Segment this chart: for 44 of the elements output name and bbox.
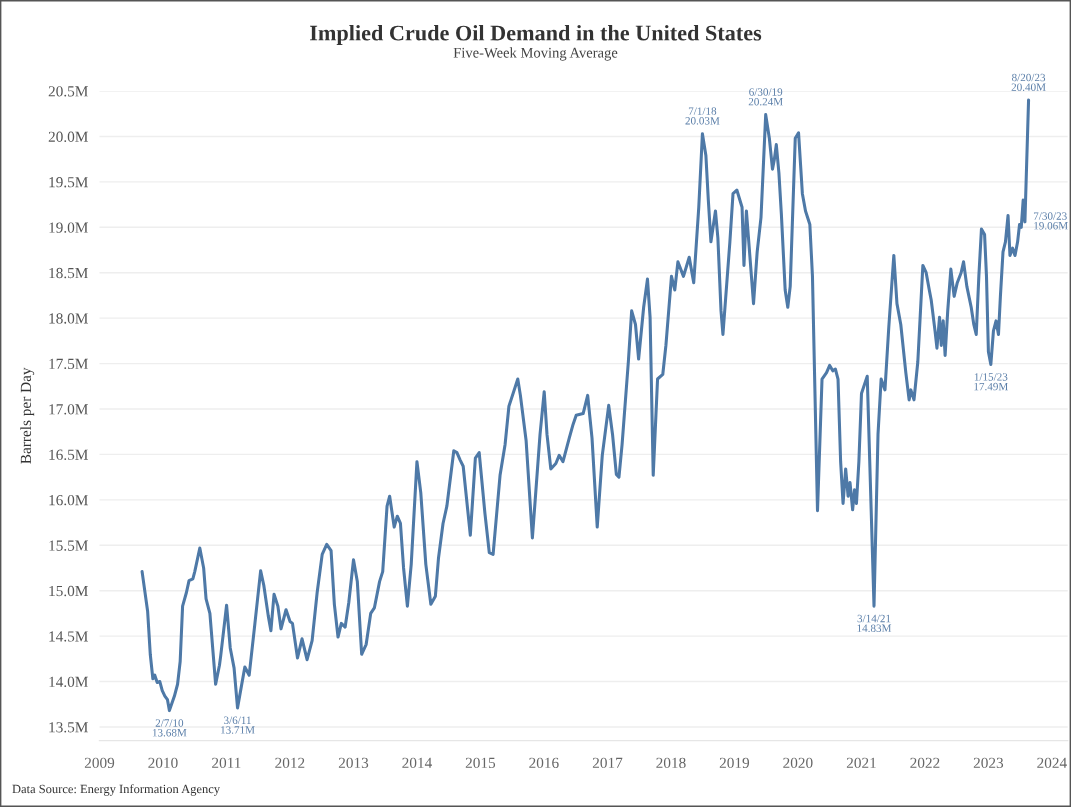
annotation: 2/7/10 13.68M <box>152 719 187 737</box>
y-tick-label: 15.0M <box>49 585 88 597</box>
x-tick-label: 2017 <box>592 757 623 768</box>
x-tick-label: 2014 <box>402 757 432 768</box>
x-tick-label: 2018 <box>656 757 686 768</box>
y-tick-label: 14.5M <box>49 631 88 642</box>
x-tick-label: 2015 <box>465 757 496 768</box>
y-tick-label: 20.5M <box>48 86 88 97</box>
annotation: 7/1/18 20.03M <box>685 107 720 125</box>
annotation: 8/20/23 20.40M <box>1011 73 1046 91</box>
y-tick-label: 17.0M <box>49 404 88 415</box>
y-tick-label: 13.5M <box>49 722 88 733</box>
y-tick-label: 16.5M <box>49 449 88 460</box>
y-tick-label: 17.5M <box>49 358 88 370</box>
x-tick-label: 2020 <box>783 757 813 768</box>
x-tick-label: 2024 <box>1037 757 1067 768</box>
x-tick-label: 2021 <box>846 757 876 768</box>
annotation: 1/15/23 17.49M <box>974 373 1008 391</box>
x-tick-label: 2023 <box>973 757 1004 768</box>
y-axis-title: Barrels per Day <box>20 367 35 464</box>
y-tick-label: 14.0M <box>49 676 88 688</box>
y-tick-label: 19.0M <box>49 222 88 233</box>
chart-title: Implied Crude Oil Demand in the United States <box>310 24 762 46</box>
x-tick-label: 2016 <box>529 757 559 768</box>
y-tick-label: 15.5M <box>49 540 88 551</box>
annotation: 3/6/11 13.71M <box>221 716 255 734</box>
annotation: 7/30/23 19.06M <box>1033 212 1068 230</box>
y-tick-label: 19.5M <box>49 177 88 188</box>
y-tick-label: 16.0M <box>49 494 88 506</box>
annotation: 6/30/19 20.24M <box>748 88 783 106</box>
source-note: Data Source: Energy Information Agency <box>12 784 220 796</box>
annotation: 3/14/21 14.83M <box>857 614 892 633</box>
x-tick-label: 2019 <box>719 757 750 768</box>
x-tick-label: 2012 <box>275 757 305 768</box>
x-tick-label: 2013 <box>338 757 369 768</box>
line-series <box>140 98 1031 713</box>
y-tick-label: 20.0M <box>48 131 88 142</box>
x-tick-label: 2009 <box>84 757 115 768</box>
y-tick-label: 18.5M <box>49 267 88 279</box>
x-tick-label: 2010 <box>148 757 178 768</box>
x-tick-label: 2022 <box>910 757 940 768</box>
y-tick-label: 18.0M <box>49 313 88 324</box>
chart-subtitle: Five-Week Moving Average <box>453 47 618 61</box>
x-tick-label: 2011 <box>212 757 241 768</box>
